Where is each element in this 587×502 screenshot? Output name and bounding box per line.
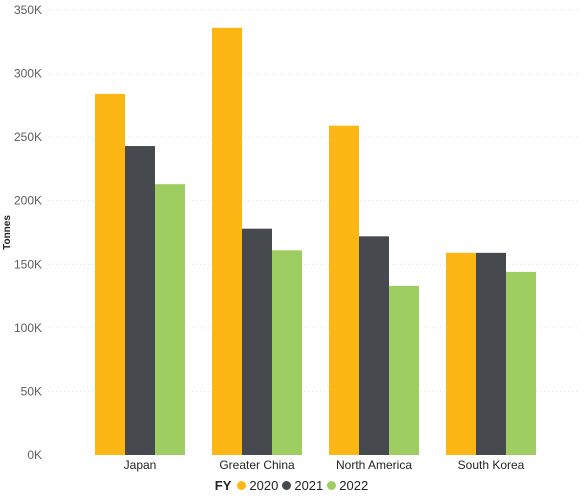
y-tick-label: 350K	[14, 3, 42, 17]
legend-item-2021[interactable]: 2021	[282, 478, 323, 493]
legend-marker-2021	[282, 481, 292, 490]
legend-title: FY	[214, 478, 232, 493]
y-tick-label: 250K	[14, 130, 42, 144]
legend-item-2022[interactable]: 2022	[327, 478, 368, 493]
bar-greater-china-2021[interactable]	[242, 228, 272, 455]
bar-south-korea-2020[interactable]	[446, 252, 476, 455]
y-tick-label: 50K	[21, 384, 42, 398]
bar-japan-2022[interactable]	[155, 184, 185, 455]
legend-label-2021: 2021	[294, 478, 324, 493]
bar-chart: 0K 50K 100K 150K 200K 250K 300K 350K Tonnes Japan…	[2, 3, 580, 472]
bar-south-korea-2021[interactable]	[476, 252, 506, 455]
legend-label-2020: 2020	[249, 478, 279, 493]
y-tick-label: 100K	[14, 321, 42, 335]
legend-item-2020[interactable]: 2020	[237, 478, 278, 493]
y-tick-label: 200K	[14, 194, 42, 208]
legend-marker-2020	[237, 481, 247, 490]
y-tick-label: 150K	[14, 257, 42, 271]
bar-greater-china-2022[interactable]	[272, 250, 302, 455]
bar-japan-2021[interactable]	[125, 146, 155, 456]
x-tick-label: South Korea	[458, 458, 525, 472]
x-tick-label: Greater China	[219, 458, 295, 472]
bar-north-america-2020[interactable]	[329, 125, 359, 455]
y-tick-label: 0K	[27, 448, 42, 462]
y-tick-label: 300K	[14, 67, 42, 81]
legend-label-2022: 2022	[339, 478, 369, 493]
legend-marker-2022	[327, 481, 337, 490]
legend: FY 2020 2021 2022	[0, 478, 587, 493]
bar-japan-2020[interactable]	[95, 93, 125, 456]
x-tick-label: Japan	[124, 458, 157, 472]
y-axis-title: Tonnes	[2, 215, 13, 250]
bar-north-america-2021[interactable]	[359, 236, 389, 455]
x-tick-label: North America	[336, 458, 412, 472]
bar-greater-china-2020[interactable]	[212, 27, 242, 456]
bar-north-america-2022[interactable]	[389, 285, 419, 455]
bar-south-korea-2022[interactable]	[506, 271, 536, 455]
